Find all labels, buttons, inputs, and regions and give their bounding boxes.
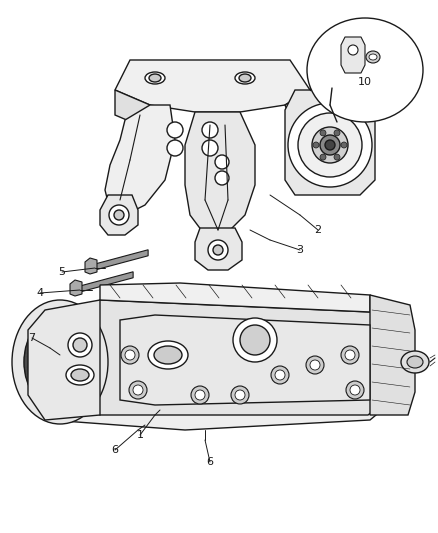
- Ellipse shape: [333, 130, 339, 136]
- Ellipse shape: [166, 140, 183, 156]
- Ellipse shape: [406, 356, 422, 368]
- Ellipse shape: [68, 333, 92, 357]
- Ellipse shape: [333, 154, 339, 160]
- Ellipse shape: [270, 366, 288, 384]
- Ellipse shape: [71, 369, 89, 381]
- Ellipse shape: [125, 350, 135, 360]
- Polygon shape: [284, 90, 319, 130]
- Ellipse shape: [368, 54, 376, 60]
- Polygon shape: [28, 295, 399, 430]
- Ellipse shape: [215, 171, 229, 185]
- Ellipse shape: [166, 122, 183, 138]
- Polygon shape: [340, 37, 364, 73]
- Ellipse shape: [145, 72, 165, 84]
- Polygon shape: [85, 258, 97, 274]
- Ellipse shape: [66, 365, 94, 385]
- Ellipse shape: [344, 350, 354, 360]
- Ellipse shape: [42, 338, 78, 386]
- Ellipse shape: [340, 142, 346, 148]
- Ellipse shape: [215, 155, 229, 169]
- Ellipse shape: [201, 140, 218, 156]
- Ellipse shape: [194, 390, 205, 400]
- Ellipse shape: [347, 45, 357, 55]
- Ellipse shape: [233, 318, 276, 362]
- Ellipse shape: [306, 18, 422, 122]
- Polygon shape: [194, 228, 241, 270]
- Polygon shape: [95, 250, 148, 270]
- Ellipse shape: [319, 154, 325, 160]
- Text: 3: 3: [296, 245, 303, 255]
- Ellipse shape: [365, 51, 379, 63]
- Ellipse shape: [240, 325, 269, 355]
- Polygon shape: [115, 90, 150, 130]
- Polygon shape: [80, 272, 133, 292]
- Text: 6: 6: [111, 445, 118, 455]
- Ellipse shape: [319, 135, 339, 155]
- Polygon shape: [55, 300, 397, 415]
- Ellipse shape: [148, 341, 187, 369]
- Ellipse shape: [340, 346, 358, 364]
- Ellipse shape: [238, 74, 251, 82]
- Ellipse shape: [324, 140, 334, 150]
- Ellipse shape: [121, 346, 139, 364]
- Ellipse shape: [274, 370, 284, 380]
- Ellipse shape: [212, 245, 223, 255]
- Ellipse shape: [230, 386, 248, 404]
- Polygon shape: [28, 300, 100, 420]
- Polygon shape: [105, 105, 175, 215]
- Polygon shape: [115, 60, 309, 112]
- Ellipse shape: [311, 127, 347, 163]
- Text: 7: 7: [28, 333, 35, 343]
- Text: 2: 2: [314, 225, 321, 235]
- Ellipse shape: [305, 356, 323, 374]
- Ellipse shape: [191, 386, 208, 404]
- Polygon shape: [284, 90, 374, 195]
- Ellipse shape: [12, 300, 108, 424]
- Ellipse shape: [312, 142, 318, 148]
- Ellipse shape: [148, 74, 161, 82]
- Ellipse shape: [319, 130, 325, 136]
- Ellipse shape: [345, 381, 363, 399]
- Polygon shape: [100, 195, 138, 235]
- Polygon shape: [309, 80, 339, 90]
- Text: 1: 1: [136, 430, 143, 440]
- Ellipse shape: [287, 103, 371, 187]
- Ellipse shape: [309, 360, 319, 370]
- Text: 5: 5: [58, 267, 65, 277]
- Ellipse shape: [234, 72, 254, 84]
- Polygon shape: [100, 283, 369, 312]
- Polygon shape: [70, 280, 82, 296]
- Text: 6: 6: [206, 457, 213, 467]
- Ellipse shape: [201, 122, 218, 138]
- Ellipse shape: [109, 205, 129, 225]
- Text: 4: 4: [36, 288, 43, 298]
- Ellipse shape: [133, 385, 143, 395]
- Ellipse shape: [208, 240, 227, 260]
- Ellipse shape: [24, 314, 96, 410]
- Ellipse shape: [349, 385, 359, 395]
- Text: 10: 10: [357, 77, 371, 87]
- Ellipse shape: [52, 351, 68, 373]
- Polygon shape: [369, 295, 414, 415]
- Ellipse shape: [297, 113, 361, 177]
- Ellipse shape: [154, 346, 182, 364]
- Ellipse shape: [114, 210, 124, 220]
- Polygon shape: [184, 112, 254, 235]
- Ellipse shape: [129, 381, 147, 399]
- Ellipse shape: [234, 390, 244, 400]
- Polygon shape: [120, 315, 369, 405]
- Ellipse shape: [400, 351, 428, 373]
- Ellipse shape: [73, 338, 87, 352]
